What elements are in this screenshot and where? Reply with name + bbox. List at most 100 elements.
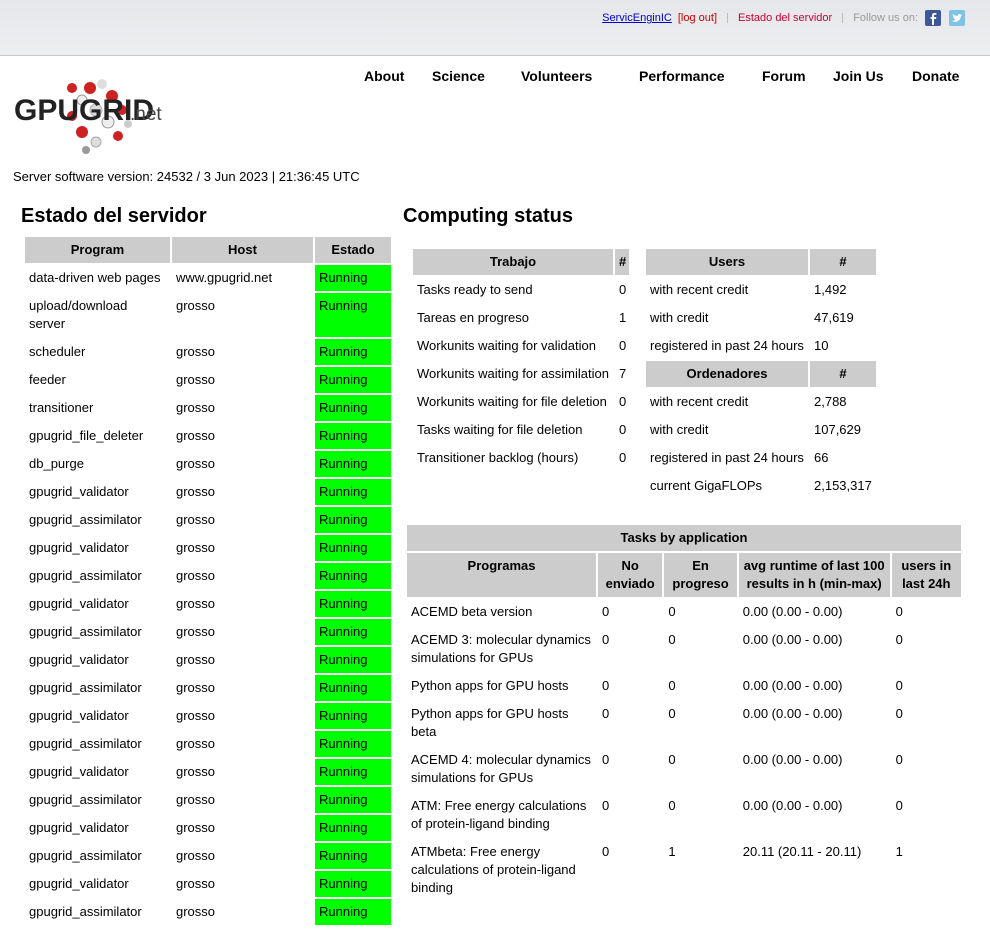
twitter-icon[interactable] (948, 9, 966, 27)
cell: 0 (598, 701, 663, 745)
row: gpugrid_assimilator grosso Running (25, 619, 391, 645)
cell: Running (315, 731, 391, 757)
cell: 0 (664, 627, 737, 671)
cell: feeder (25, 367, 170, 393)
row: gpugrid_assimilator grosso Running (25, 899, 391, 925)
cell: Running (315, 787, 391, 813)
cell: with recent credit (646, 277, 808, 303)
top-bar: ServicEnginIC [log out] Estado del servi… (0, 0, 990, 56)
cell: gpugrid_assimilator (25, 731, 170, 757)
cell: Running (315, 293, 391, 337)
cell: grosso (172, 293, 313, 337)
cell: with recent credit (646, 389, 808, 415)
nav-link[interactable]: Performance (639, 68, 725, 84)
nav-link[interactable]: About (364, 68, 405, 84)
header-cell: Program (25, 237, 170, 263)
row: gpugrid_assimilator grosso Running (25, 675, 391, 701)
nav-link[interactable]: Join Us (833, 68, 884, 84)
row: Python apps for GPU hosts beta 0 0 0.00 (0.… (407, 701, 961, 745)
cell: grosso (172, 703, 313, 729)
row: db_purge grosso Running (25, 451, 391, 477)
cell: grosso (172, 479, 313, 505)
cell: 2,788 (810, 389, 876, 415)
header-cell: No enviado (598, 553, 663, 597)
cell: Workunits waiting for assimilation (413, 361, 613, 387)
logout-link[interactable]: [log out] (677, 12, 718, 24)
nav-link[interactable]: Science (432, 68, 485, 84)
cell: gpugrid_validator (25, 703, 170, 729)
cell: 1 (664, 839, 737, 901)
cell: grosso (172, 451, 313, 477)
status-link[interactable]: Estado del servidor (738, 12, 833, 24)
cell: gpugrid_assimilator (25, 619, 170, 645)
nav-link[interactable]: Forum (762, 68, 806, 84)
nav-link[interactable]: Volunteers (521, 68, 593, 84)
cell: Running (315, 367, 391, 393)
cell: 0 (598, 627, 663, 671)
cell: 0.00 (0.00 - 0.00) (738, 627, 890, 671)
cell: 0 (615, 277, 629, 303)
daemons-title: Estado del servidor (21, 205, 207, 227)
cell: grosso (172, 591, 313, 617)
cell: grosso (172, 899, 313, 925)
cell: grosso (172, 843, 313, 869)
cell: registered in past 24 hours (646, 445, 808, 471)
cell: 1,492 (810, 277, 876, 303)
cell: 0 (891, 673, 961, 699)
cell: gpugrid_assimilator (25, 843, 170, 869)
cell: Running (315, 265, 391, 291)
cell: grosso (172, 871, 313, 897)
cell: grosso (172, 731, 313, 757)
header-cell: # (810, 361, 876, 387)
cell: ACEMD 3: molecular dynamics simulations … (407, 627, 597, 671)
row: feeder grosso Running (25, 367, 391, 393)
cell: 2,153,317 (810, 473, 876, 499)
cell: 0 (664, 747, 737, 791)
cell: Running (315, 619, 391, 645)
cell: grosso (172, 563, 313, 589)
cell: Running (315, 563, 391, 589)
cell: upload/download server (25, 293, 170, 337)
cell: Running (315, 451, 391, 477)
facebook-icon[interactable] (924, 9, 942, 27)
row: Tasks waiting for file deletion 0 (413, 417, 629, 443)
row: with credit 47,619 (646, 305, 876, 331)
separator (727, 13, 729, 23)
cell: Running (315, 815, 391, 841)
cell: Tasks ready to send (413, 277, 613, 303)
row: data-driven web pages www.gpugrid.net Runn… (25, 265, 391, 291)
cell: 0 (664, 701, 737, 745)
cell: 0.00 (0.00 - 0.00) (738, 793, 890, 837)
work-table: Trabajo # Tasks ready to send 0 Tareas en pr… (411, 247, 631, 473)
header-cell: # (810, 249, 876, 275)
row: ATM: Free energy calculations of protein… (407, 793, 961, 837)
header-cell: Estado (315, 237, 391, 263)
row: gpugrid_validator grosso Running (25, 535, 391, 561)
nav-link[interactable]: Donate (912, 68, 960, 84)
user-link[interactable]: ServicEnginIC (602, 12, 672, 24)
cell: grosso (172, 535, 313, 561)
cell: gpugrid_validator (25, 591, 170, 617)
cell: 0 (598, 839, 663, 901)
cell: gpugrid_validator (25, 871, 170, 897)
cell: grosso (172, 815, 313, 841)
row: scheduler grosso Running (25, 339, 391, 365)
row: upload/download server grosso Running (25, 293, 391, 337)
row: gpugrid_validator grosso Running (25, 647, 391, 673)
cell: 0 (598, 747, 663, 791)
row: Tasks ready to send 0 (413, 277, 629, 303)
cell: with credit (646, 305, 808, 331)
header-cell: users in last 24h (891, 553, 961, 597)
cell: Running (315, 759, 391, 785)
cell: 0 (615, 445, 629, 471)
cell: Running (315, 647, 391, 673)
cell: Running (315, 591, 391, 617)
header-cell: Ordenadores (646, 361, 808, 387)
row: gpugrid_validator grosso Running (25, 871, 391, 897)
row: gpugrid_validator grosso Running (25, 759, 391, 785)
cell: 0.00 (0.00 - 0.00) (738, 701, 890, 745)
header-cell: En progreso (664, 553, 737, 597)
logo-suffix: .net (130, 104, 162, 125)
cell: 0 (615, 333, 629, 359)
